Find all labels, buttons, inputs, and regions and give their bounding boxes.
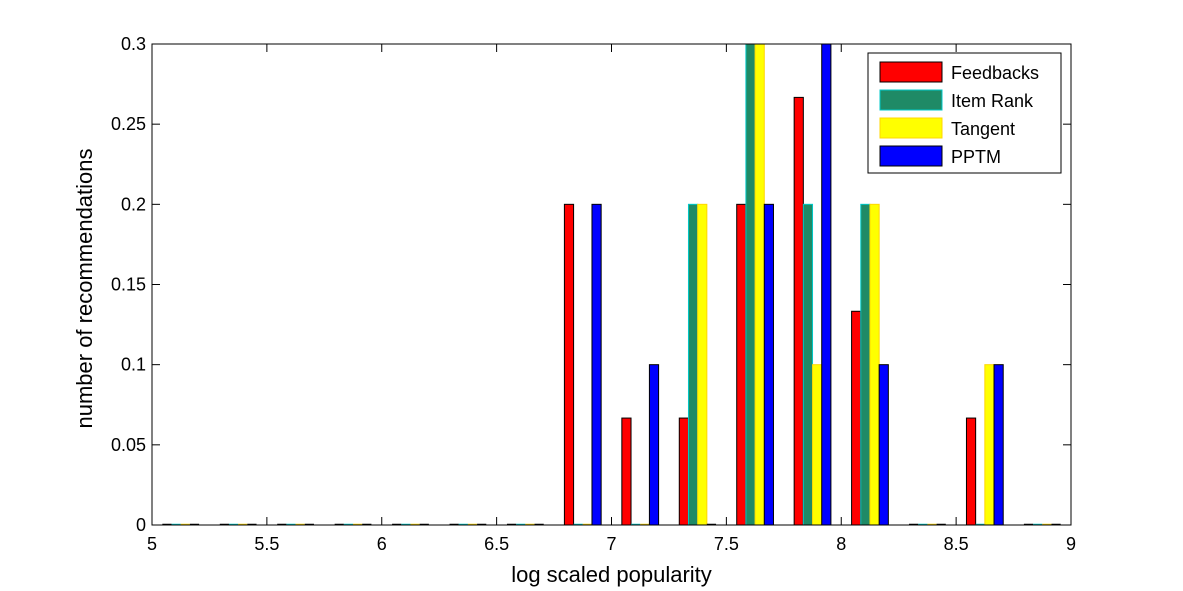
bar-tangent-14 — [984, 364, 995, 526]
bar-feedbacks-7 — [563, 203, 575, 526]
bar-item-rank-10 — [745, 43, 756, 526]
x-axis-label: log scaled popularity — [511, 562, 712, 587]
bar-feedbacks-11 — [793, 96, 804, 526]
legend-swatch — [879, 117, 943, 139]
bar-tangent-10 — [754, 43, 765, 526]
legend: Feedbacks Item Rank Tangent PPTM — [867, 52, 1062, 174]
x-tick-label: 6.5 — [484, 534, 509, 554]
legend-entries: Feedbacks Item Rank Tangent PPTM — [879, 61, 1039, 167]
x-tick-label: 8.5 — [944, 534, 969, 554]
x-tick-label: 9 — [1066, 534, 1076, 554]
x-tick-label: 5 — [147, 534, 157, 554]
bar-pptm-8 — [648, 364, 660, 526]
bar-tangent-12 — [869, 203, 880, 526]
y-tick-label: 0 — [136, 515, 146, 535]
x-tick-label: 5.5 — [254, 534, 279, 554]
legend-label: Feedbacks — [951, 63, 1039, 83]
y-tick-label: 0.1 — [121, 355, 146, 375]
legend-label: Item Rank — [951, 91, 1034, 111]
legend-swatch — [879, 89, 943, 111]
bar-feedbacks-14 — [965, 417, 977, 526]
bar-pptm-10 — [763, 203, 774, 526]
legend-swatch — [879, 145, 943, 167]
y-tick-label: 0.15 — [111, 275, 146, 295]
bar-item-rank-11 — [802, 203, 814, 526]
bar-tangent-9 — [697, 203, 708, 526]
bars-layer — [162, 43, 1061, 526]
x-tick-label: 7.5 — [714, 534, 739, 554]
bar-tangent-11 — [812, 364, 823, 526]
legend-label: Tangent — [951, 119, 1015, 139]
x-axis: 5 5.5 6 6.5 7 7.5 8 8.5 9 — [147, 44, 1076, 554]
bar-item-rank-12 — [860, 203, 871, 526]
x-tick-label: 8 — [836, 534, 846, 554]
bar-pptm-7 — [591, 203, 602, 526]
y-axis-label: number of recommendations — [72, 148, 97, 428]
bar-feedbacks-12 — [851, 310, 862, 526]
y-axis: 0 0.05 0.1 0.15 0.2 0.25 0.3 — [111, 34, 1071, 535]
bar-item-rank-9 — [687, 203, 699, 526]
x-tick-label: 7 — [606, 534, 616, 554]
y-tick-label: 0.3 — [121, 34, 146, 54]
bar-pptm-14 — [993, 364, 1004, 526]
bar-feedbacks-10 — [736, 203, 747, 526]
y-tick-label: 0.25 — [111, 114, 146, 134]
legend-swatch — [879, 61, 943, 83]
x-tick-label: 6 — [377, 534, 387, 554]
legend-label: PPTM — [951, 147, 1001, 167]
bar-feedbacks-8 — [621, 417, 632, 526]
bar-feedbacks-9 — [678, 417, 689, 526]
y-tick-label: 0.2 — [121, 194, 146, 214]
bar-pptm-11 — [821, 43, 832, 526]
y-tick-label: 0.05 — [111, 435, 146, 455]
bar-pptm-12 — [878, 364, 889, 526]
